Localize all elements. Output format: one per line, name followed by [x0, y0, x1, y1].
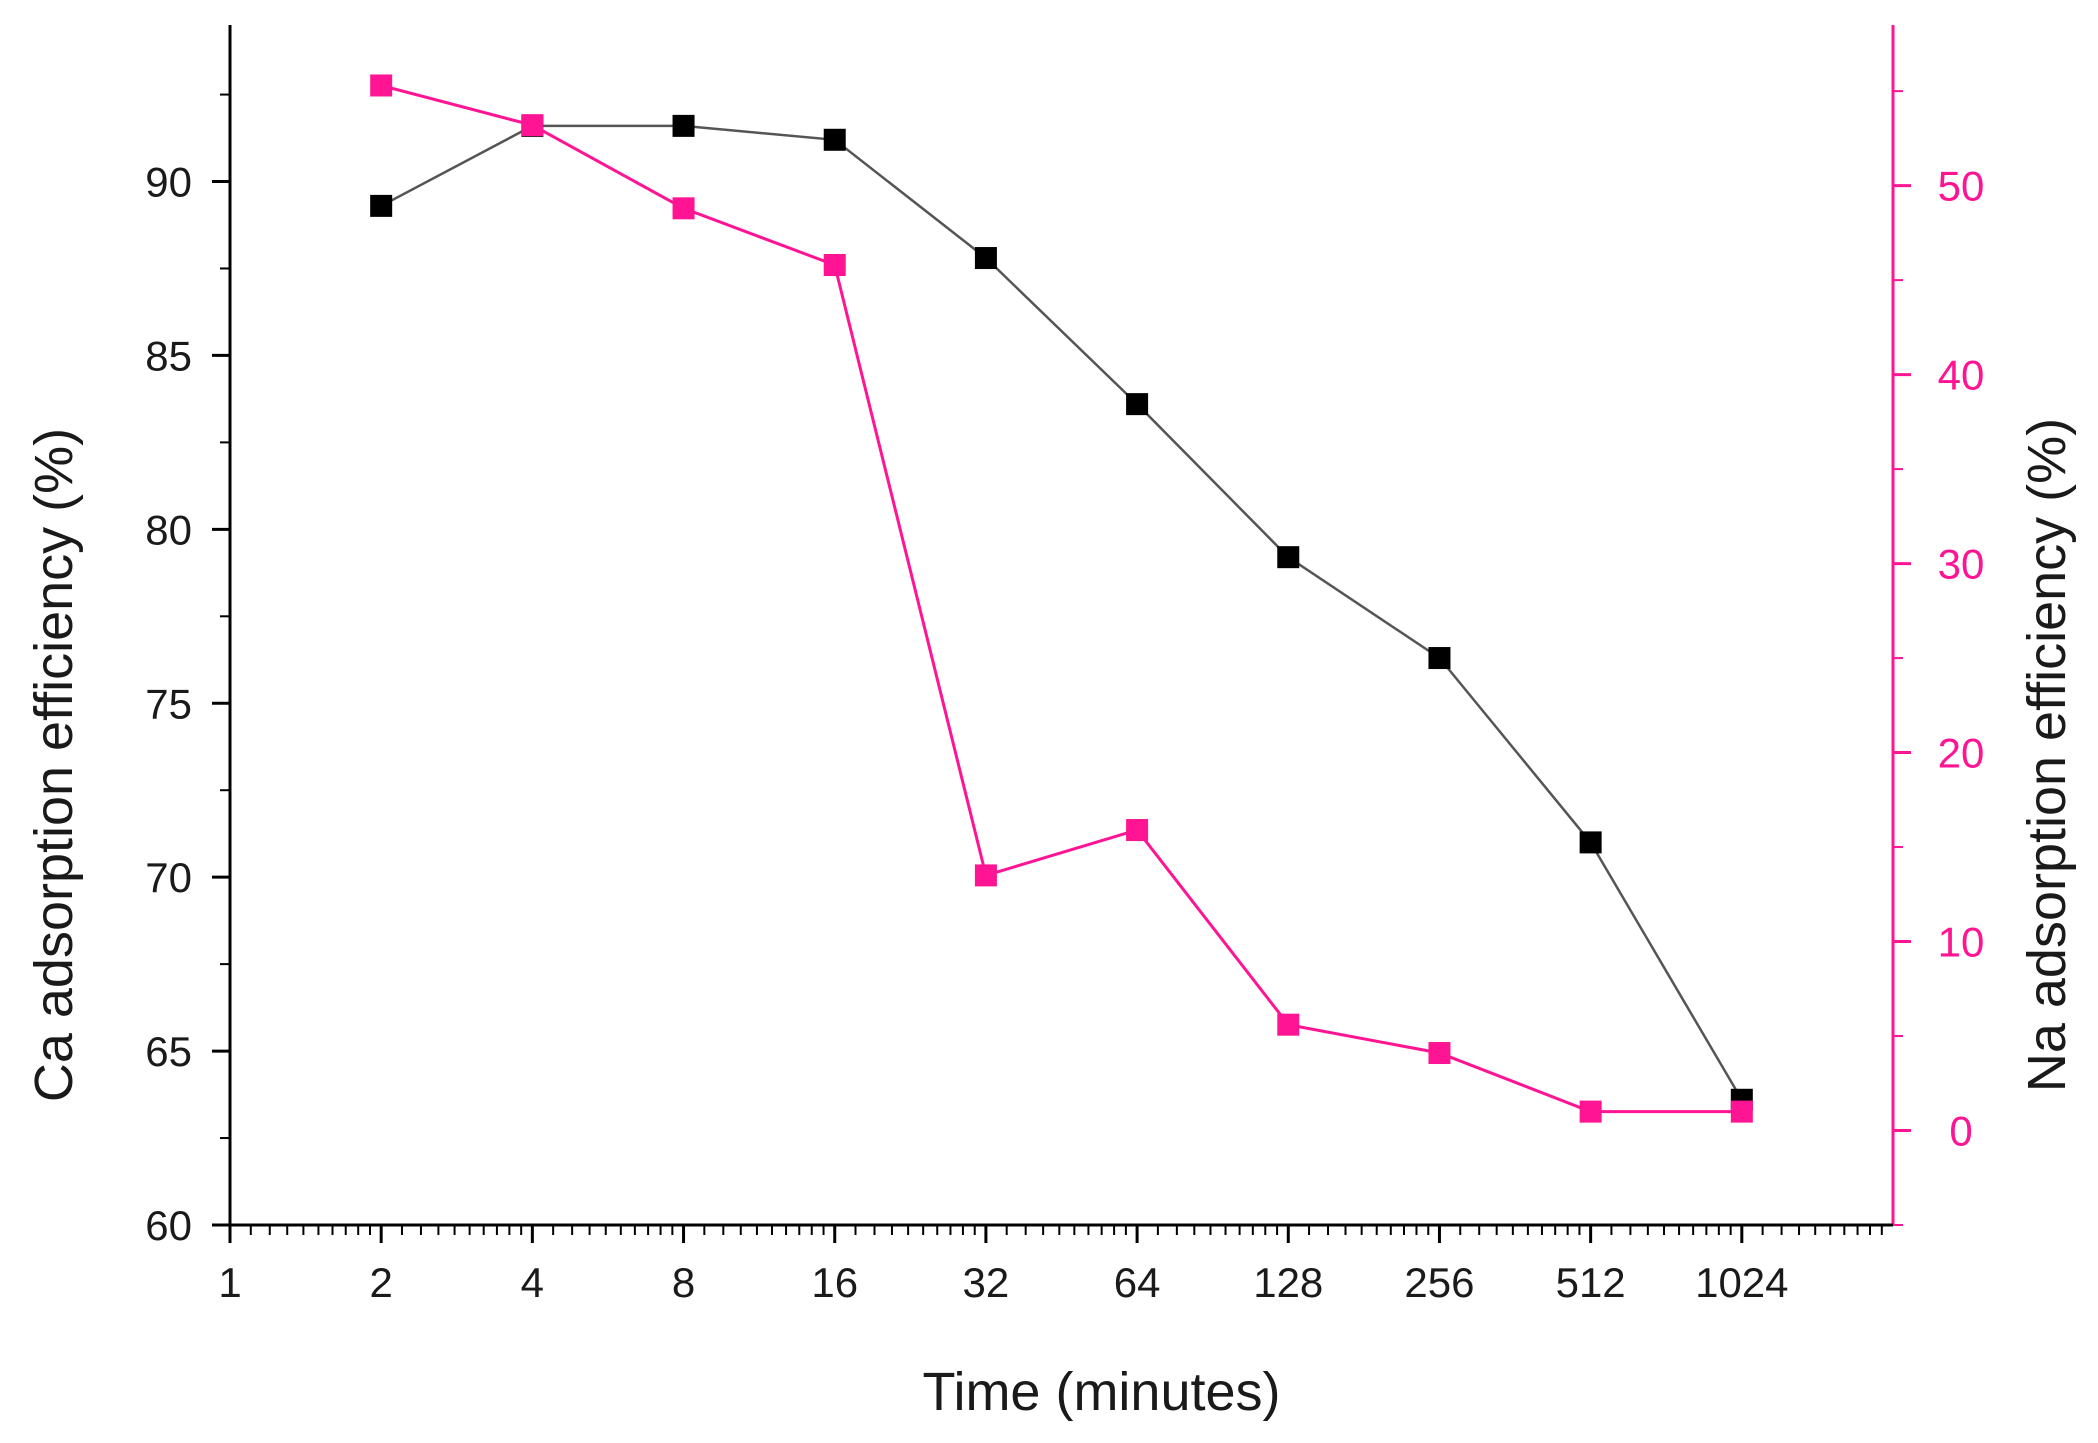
- data-point-ca: [974, 247, 997, 270]
- y-right-tick-label: 20: [1938, 730, 1985, 777]
- data-point-na: [521, 114, 544, 137]
- x-tick-label: 512: [1556, 1259, 1626, 1306]
- x-tick-label: 256: [1404, 1259, 1474, 1306]
- x-tick-label: 2: [370, 1259, 393, 1306]
- x-tick-label: 32: [963, 1259, 1010, 1306]
- y-left-tick-label: 80: [145, 506, 192, 553]
- series-group: [370, 74, 1753, 1123]
- data-point-ca: [672, 114, 695, 137]
- x-tick-label: 1: [218, 1259, 241, 1306]
- x-axis-title: Time (minutes): [922, 1362, 1280, 1422]
- y-left-tick-label: 65: [145, 1028, 192, 1075]
- y-left-tick-label: 70: [145, 854, 192, 901]
- data-point-ca: [1428, 647, 1451, 670]
- x-tick-label: 16: [811, 1259, 858, 1306]
- series-line-na: [380, 84, 1742, 1114]
- ticks-group: 1 2 4 8 16 32 64 128 256 512 1024 60 65 70 75 80 85 90 0 10…: [145, 90, 1985, 1306]
- y-axis-right-title: Na adsorption efficiency (%): [2017, 418, 2077, 1092]
- data-point-na: [672, 197, 695, 220]
- series-line-ca: [380, 124, 1743, 1101]
- x-tick-label: 128: [1253, 1259, 1323, 1306]
- y-right-tick-label: 50: [1938, 163, 1985, 210]
- x-tick-label: 64: [1114, 1259, 1161, 1306]
- data-point-ca: [823, 128, 846, 151]
- data-point-na: [1730, 1100, 1753, 1123]
- axes-group: [228, 25, 1895, 1227]
- data-point-na: [1277, 1013, 1300, 1036]
- y-left-tick-label: 85: [145, 332, 192, 379]
- y-left-tick-label: 75: [145, 680, 192, 727]
- y-right-tick-label: 40: [1938, 352, 1985, 399]
- x-tick-label: 4: [521, 1259, 544, 1306]
- y-left-tick-label: 90: [145, 159, 192, 206]
- data-point-ca: [1277, 546, 1300, 569]
- data-point-na: [823, 254, 846, 276]
- y-right-tick-label: 0: [1949, 1108, 1972, 1155]
- data-point-na: [974, 864, 997, 887]
- data-point-ca: [370, 194, 393, 217]
- y-right-tick-label: 10: [1938, 919, 1985, 966]
- data-point-na: [1428, 1042, 1451, 1065]
- data-point-ca: [1126, 393, 1149, 416]
- y-right-tick-label: 30: [1938, 541, 1985, 588]
- data-point-na: [370, 74, 393, 97]
- x-tick-label: 8: [672, 1259, 695, 1306]
- data-point-na: [1579, 1100, 1602, 1123]
- x-tick-label: 1024: [1695, 1259, 1788, 1306]
- y-left-tick-label: 60: [145, 1202, 192, 1249]
- data-point-na: [1126, 819, 1149, 842]
- data-point-ca: [1579, 831, 1602, 854]
- y-axis-left-title: Ca adsorption efficiency (%): [24, 428, 84, 1102]
